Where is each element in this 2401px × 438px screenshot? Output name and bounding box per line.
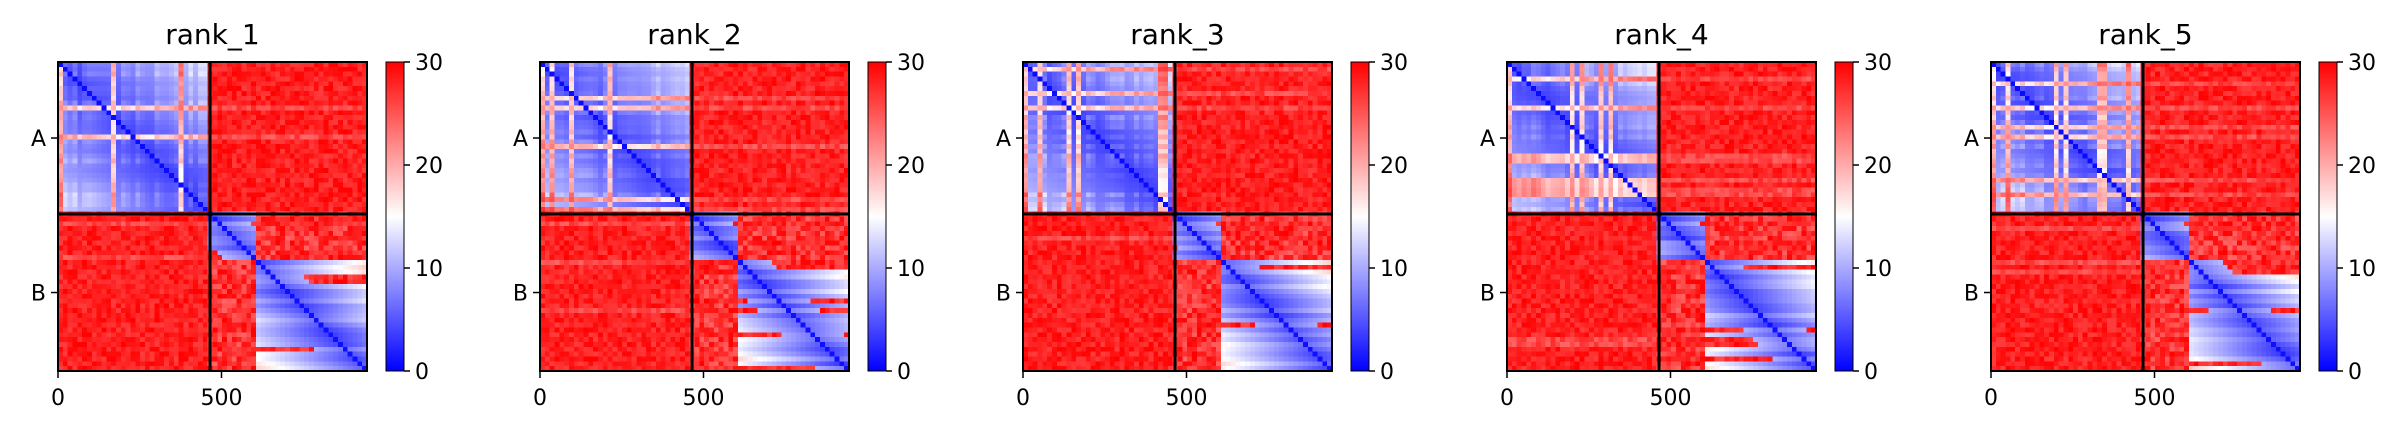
colorbar-tick-label: 0	[1864, 360, 1878, 385]
panel-rank_3: rank_3 0 500 A B 0 10 20 30	[996, 18, 1408, 411]
colorbar-tick-label: 30	[415, 51, 443, 76]
panel-rank_5: rank_5 0 500 A B 0 10 20 30	[1964, 18, 2376, 411]
y-tick-label: B	[1480, 282, 1495, 307]
colorbar-tick-label: 20	[897, 154, 925, 179]
x-tick-label: 500	[1165, 386, 1207, 411]
colorbar	[2318, 61, 2338, 372]
colorbar-tick-label: 30	[897, 51, 925, 76]
colorbar-tick-label: 10	[1864, 257, 1892, 282]
panel-rank_1: rank_1 0 500 A B 0 10 20 30	[31, 18, 443, 411]
panel-title: rank_5	[2098, 18, 2192, 51]
colorbar-tick-label: 10	[2348, 257, 2376, 282]
plot-frame	[57, 61, 368, 372]
x-tick-label: 0	[1984, 386, 1998, 411]
x-tick-label: 500	[682, 386, 724, 411]
y-tick-label: A	[1964, 127, 1979, 152]
colorbar-tick-label: 20	[1864, 154, 1892, 179]
panel-rank_4: rank_4 0 500 A B 0 10 20 30	[1480, 18, 1892, 411]
colorbar-tick-label: 10	[1380, 257, 1408, 282]
x-tick-label: 500	[1649, 386, 1691, 411]
heatmap-image	[58, 62, 367, 371]
colorbar-tick-label: 20	[1380, 154, 1408, 179]
x-tick-label: 0	[51, 386, 65, 411]
y-tick-label: A	[996, 127, 1011, 152]
x-tick-label: 0	[1016, 386, 1030, 411]
y-tick-label: B	[1964, 282, 1979, 307]
colorbar-tick-label: 30	[2348, 51, 2376, 76]
heatmap-image	[1023, 62, 1332, 371]
colorbar	[385, 61, 405, 372]
x-tick-label: 500	[200, 386, 242, 411]
x-tick-label: 0	[533, 386, 547, 411]
y-tick-label: B	[996, 282, 1011, 307]
panel-title: rank_4	[1614, 18, 1708, 51]
colorbar	[1834, 61, 1854, 372]
heatmap-image	[540, 62, 849, 371]
colorbar-tick-label: 20	[415, 154, 443, 179]
colorbar-tick-label: 20	[2348, 154, 2376, 179]
y-tick-label: A	[31, 127, 46, 152]
y-tick-label: A	[513, 127, 528, 152]
heatmap-image	[1991, 62, 2300, 371]
plot-frame	[1022, 61, 1333, 372]
panel-title: rank_2	[647, 18, 741, 51]
heatmap-image	[1507, 62, 1816, 371]
colorbar-tick-label: 30	[1380, 51, 1408, 76]
colorbar-tick-label: 10	[415, 257, 443, 282]
x-tick-label: 0	[1500, 386, 1514, 411]
colorbar	[1350, 61, 1370, 372]
colorbar-tick-label: 30	[1864, 51, 1892, 76]
panel-title: rank_3	[1130, 18, 1224, 51]
y-tick-label: A	[1480, 127, 1495, 152]
panel-rank_2: rank_2 0 500 A B 0 10 20 30	[513, 18, 925, 411]
plot-frame	[1990, 61, 2301, 372]
x-tick-label: 500	[2133, 386, 2175, 411]
plot-frame	[539, 61, 850, 372]
y-tick-label: B	[513, 282, 528, 307]
colorbar-tick-label: 0	[415, 360, 429, 385]
y-tick-label: B	[31, 282, 46, 307]
colorbar-tick-label: 0	[2348, 360, 2362, 385]
plot-frame	[1506, 61, 1817, 372]
panel-title: rank_1	[165, 18, 259, 51]
colorbar-tick-label: 10	[897, 257, 925, 282]
colorbar-tick-label: 0	[897, 360, 911, 385]
colorbar-tick-label: 0	[1380, 360, 1394, 385]
colorbar	[867, 61, 887, 372]
